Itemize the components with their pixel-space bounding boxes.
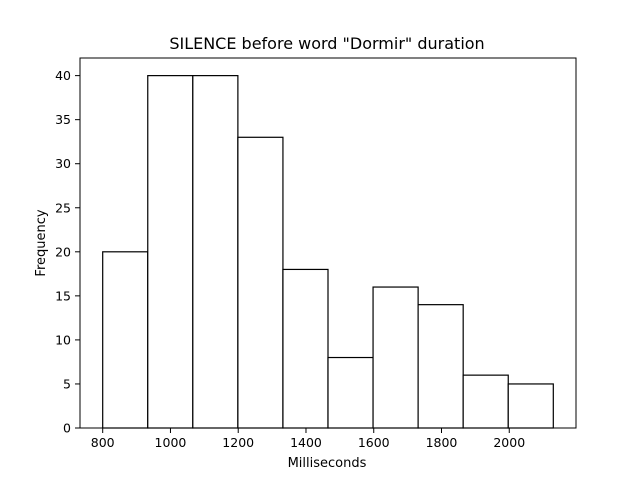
y-tick-label-2: 10	[55, 332, 71, 347]
histogram-bar-2	[192, 75, 239, 429]
histogram-bar-9	[507, 383, 554, 429]
x-tick-label-5: 1800	[426, 435, 458, 450]
histogram-bar-4	[282, 268, 329, 429]
y-tick-label-6: 30	[55, 156, 71, 171]
bars-group	[102, 75, 554, 429]
histogram-bar-5	[327, 356, 374, 429]
x-tick-label-1: 1000	[155, 435, 187, 450]
y-axis-label: Frequency	[34, 209, 49, 276]
chart-title: SILENCE before word "Dormir" duration	[169, 34, 484, 53]
x-axis-ticks: 800 1000 1200 1400 1600 1800 2000	[91, 428, 525, 450]
histogram-bar-8	[462, 374, 509, 429]
y-tick-label-5: 25	[55, 200, 71, 215]
y-tick-label-1: 5	[63, 376, 71, 391]
y-axis-ticks: 0 5 10 15 20 25 30 35 40	[55, 68, 80, 436]
y-tick-label-4: 20	[55, 244, 71, 259]
histogram-bar-1	[147, 75, 194, 429]
y-tick-label-0: 0	[63, 421, 71, 436]
y-tick-label-8: 40	[55, 68, 71, 83]
y-tick-label-7: 35	[55, 112, 71, 127]
x-axis-label: Milliseconds	[288, 456, 367, 471]
plot-frame	[79, 57, 577, 429]
histogram-bar-3	[237, 136, 284, 429]
x-tick-label-0: 800	[91, 435, 115, 450]
y-tick-label-3: 15	[55, 288, 71, 303]
histogram-bar-0	[102, 251, 149, 429]
x-tick-label-4: 1600	[358, 435, 390, 450]
x-tick-label-6: 2000	[493, 435, 525, 450]
histogram-bar-7	[417, 304, 464, 429]
x-tick-label-3: 1400	[290, 435, 322, 450]
x-tick-label-2: 1200	[222, 435, 254, 450]
histogram-bar-6	[372, 286, 419, 429]
